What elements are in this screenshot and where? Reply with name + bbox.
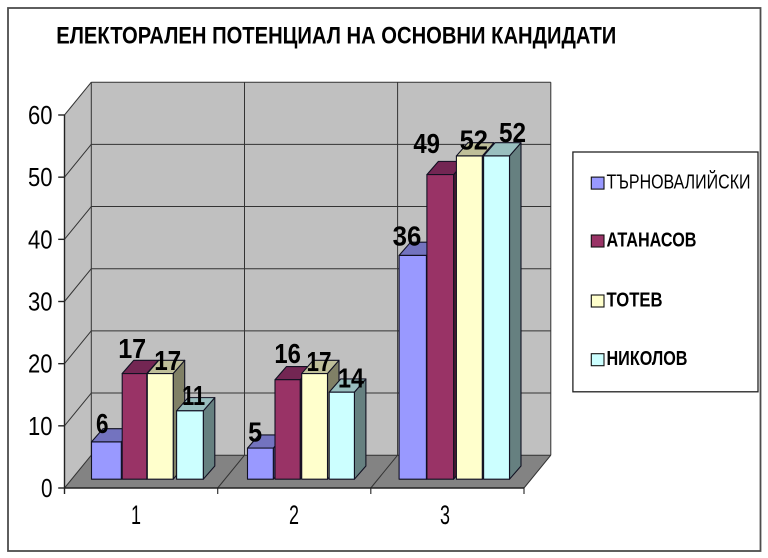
svg-text:3: 3 [440,500,450,530]
svg-text:1: 1 [131,500,141,530]
svg-text:ТОТЕВ: ТОТЕВ [607,289,663,312]
svg-text:6: 6 [96,408,109,439]
svg-text:52: 52 [460,125,488,156]
svg-text:49: 49 [413,128,440,159]
svg-text:30: 30 [28,287,53,317]
svg-text:17: 17 [118,333,146,364]
svg-text:40: 40 [28,224,53,254]
svg-text:20: 20 [28,349,53,379]
svg-text:36: 36 [393,221,422,252]
svg-text:17: 17 [307,346,332,377]
svg-text:60: 60 [28,100,53,130]
svg-text:НИКОЛОВ: НИКОЛОВ [607,347,688,370]
svg-text:17: 17 [154,345,181,376]
svg-text:0: 0 [41,473,53,503]
svg-text:2: 2 [289,500,299,530]
svg-text:11: 11 [182,380,205,411]
svg-text:АТАНАСОВ: АТАНАСОВ [607,229,697,252]
svg-text:ЕЛЕКТОРАЛЕН ПОТЕНЦИАЛ НА ОСНОВ: ЕЛЕКТОРАЛЕН ПОТЕНЦИАЛ НА ОСНОВНИ КАНДИДА… [56,22,616,49]
svg-text:52: 52 [499,117,526,148]
svg-text:50: 50 [28,162,53,192]
svg-text:10: 10 [28,411,53,441]
svg-text:ТЪРНОВАЛИЙСКИ: ТЪРНОВАЛИЙСКИ [607,170,751,194]
svg-text:16: 16 [274,338,301,369]
svg-text:5: 5 [248,417,262,448]
svg-text:14: 14 [338,363,364,394]
